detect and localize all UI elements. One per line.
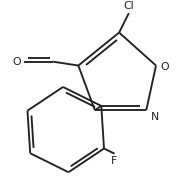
Text: O: O (12, 57, 21, 67)
Text: F: F (111, 156, 118, 166)
Text: O: O (161, 62, 169, 72)
Text: Cl: Cl (123, 1, 134, 11)
Text: N: N (151, 112, 159, 122)
